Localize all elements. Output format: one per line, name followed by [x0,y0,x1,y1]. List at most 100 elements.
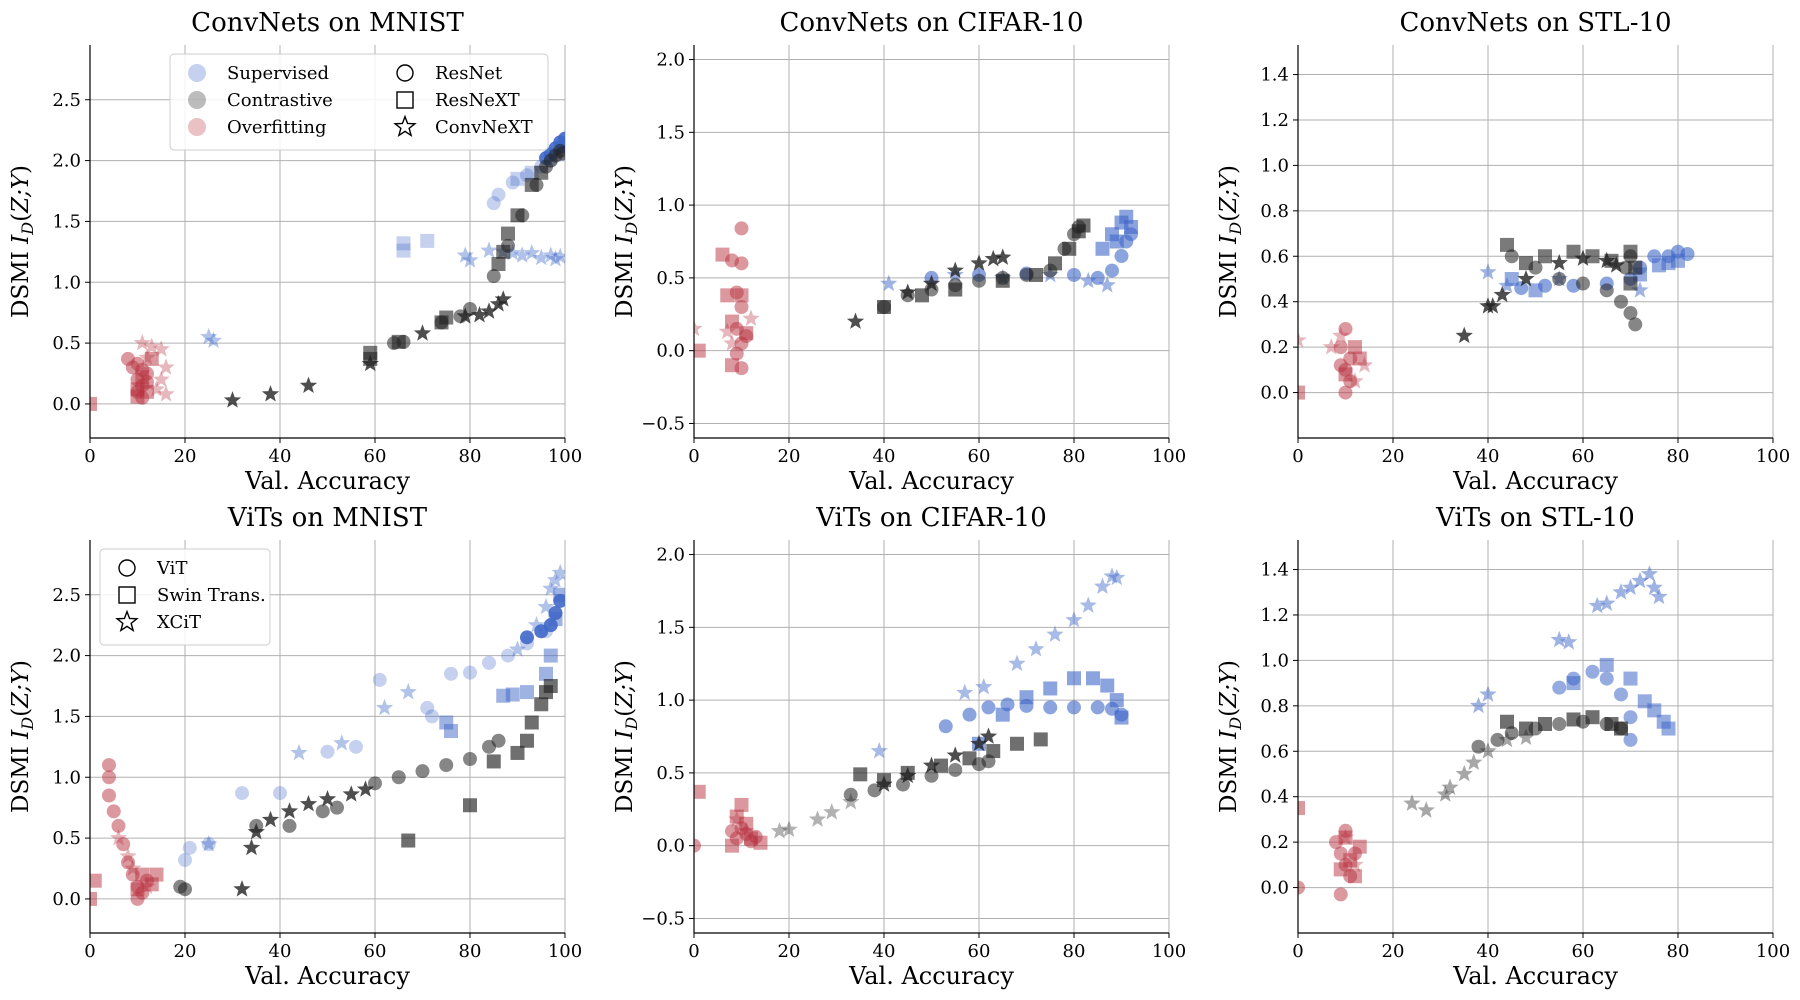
point-overfitting-circle [1333,887,1348,902]
point-contrastive-circle [491,733,506,748]
point-supervised-square [420,233,435,248]
point-supervised-square [553,587,565,602]
point-overfitting-star [152,340,170,357]
x-axis-label: Val. Accuracy [848,467,1014,495]
point-supervised-circle [420,700,435,715]
point-overfitting-star [133,334,151,351]
legend-marker-star [393,114,417,138]
point-supervised-star [290,743,308,761]
point-contrastive-square [1519,256,1533,271]
point-contrastive-star [242,838,261,856]
point-supervised-circle [1623,710,1638,725]
point-supervised-star [551,563,565,581]
x-tick-label: 0 [1292,446,1303,467]
y-axis-label: DSMI ID(Z;Y) [612,165,641,318]
point-contrastive-square [1538,717,1552,732]
y-tick-label: 1.5 [656,122,685,143]
point-supervised-star [1612,583,1630,600]
point-supervised-circle [505,175,520,190]
legend-label: Contrastive [227,90,333,111]
x-tick-label: 60 [364,446,387,467]
point-supervised-star [956,683,974,701]
legend-marker-square [118,586,136,604]
point-supervised-star [1008,654,1026,672]
point-contrastive-square [1500,714,1514,729]
x-tick-label: 80 [1063,941,1086,962]
point-supervised-star [1079,596,1097,613]
point-contrastive-circle [1623,306,1638,321]
point-contrastive-star [1607,256,1625,273]
point-contrastive-square [1566,244,1581,259]
point-contrastive-star [970,254,988,271]
point-supervised-star [399,682,417,700]
point-contrastive-star [494,290,512,307]
point-overfitting-star [1346,372,1364,389]
x-tick-label: 80 [1063,446,1086,467]
point-contrastive-star [842,792,860,810]
point-overfitting-circle [1298,880,1305,895]
point-overfitting-square [1338,830,1353,845]
point-overfitting-square [734,797,749,812]
y-tick-label: 0.4 [1260,787,1289,808]
point-contrastive-square [1500,237,1514,252]
point-supervised-square [539,666,553,681]
point-overfitting-circle [734,221,749,236]
point-contrastive-square [510,745,525,760]
point-overfitting-circle [102,788,116,803]
point-supervised-star [1479,685,1497,702]
point-supervised-circle [178,852,192,867]
point-supervised-star [523,243,541,261]
point-supervised-circle [1067,700,1081,715]
x-tick-label: 100 [548,446,582,467]
legend-marker-supervised [188,64,206,82]
point-supervised-star [375,698,394,716]
y-axis-label: DSMI ID(Z;Y) [1216,660,1245,813]
point-overfitting-star [694,319,703,337]
point-overfitting-star [1322,338,1340,355]
point-overfitting-square [1352,351,1367,366]
y-tick-label: 0.8 [1260,696,1289,717]
point-supervised-square [1566,676,1581,691]
point-overfitting-square [1338,367,1353,382]
point-contrastive-square [363,345,378,360]
point-overfitting-star [737,822,755,839]
legend-marker-circle [396,64,414,82]
point-supervised-square [520,685,534,700]
point-overfitting-square [1298,801,1305,816]
point-contrastive-circle [1552,271,1567,286]
point-supervised-square [543,648,558,663]
point-supervised-square [1100,678,1115,693]
point-contrastive-square [853,767,868,782]
point-contrastive-star [922,274,941,292]
point-supervised-square [1647,703,1662,718]
point-supervised-circle [938,719,953,734]
legend-label: ResNeXT [435,90,520,111]
point-overfitting-square [90,396,97,411]
data-points [90,131,565,411]
y-tick-label: 0.0 [656,836,685,857]
point-contrastive-star [808,810,827,827]
point-supervised-star [1560,633,1578,650]
point-contrastive-star [780,820,798,838]
point-overfitting-circle [102,770,116,785]
x-axis-label: Val. Accuracy [244,962,410,990]
point-contrastive-circle [330,800,344,815]
point-supervised-star [1027,640,1045,657]
point-contrastive-square [524,715,539,730]
point-overfitting-square [1348,869,1362,884]
point-supervised-star [1598,594,1616,611]
point-contrastive-square [1538,249,1552,264]
point-supervised-circle [1585,664,1600,679]
point-supervised-circle [320,744,335,759]
point-contrastive-star [489,295,508,312]
point-overfitting-circle [102,758,116,773]
point-contrastive-star [1550,253,1568,271]
point-contrastive-square [1614,721,1628,736]
chart-title: ViTs on MNIST [227,503,428,533]
point-supervised-star [975,677,993,695]
point-contrastive-circle [463,752,477,767]
y-tick-label: 1.2 [1260,605,1289,626]
panel-convnets-cifar10: 0 20 40 60 80 100 −0.5 0.0 0.5 1.0 1.5 2.0 ConvNets … [612,8,1186,495]
y-tick-label: 1.0 [1260,155,1289,176]
point-supervised-circle [1090,700,1105,715]
